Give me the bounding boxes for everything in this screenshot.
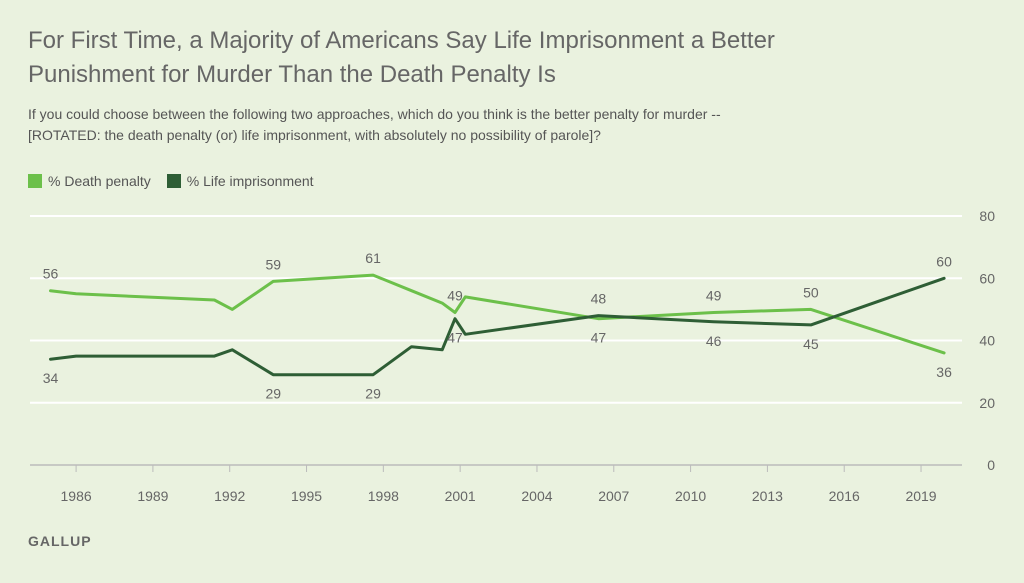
x-tick-label: 1989	[137, 488, 168, 504]
data-label-life-imprisonment: 29	[365, 386, 381, 402]
grid-layer: 0 20 40 60 80	[30, 208, 995, 473]
series-lines	[49, 273, 946, 377]
x-tick-label: 1992	[214, 488, 245, 504]
x-tick-label: 2016	[829, 488, 860, 504]
data-label-death-penalty: 56	[43, 266, 59, 282]
series-line-death-penalty	[49, 273, 946, 355]
data-labels: 56 59 61 49 47 49 50 36 34 29 29 47 48 46 45 60	[43, 250, 952, 402]
data-label-life-imprisonment: 29	[265, 386, 281, 402]
data-label-life-imprisonment: 34	[43, 370, 59, 386]
data-label-life-imprisonment: 46	[706, 333, 722, 349]
data-label-death-penalty: 49	[447, 287, 463, 303]
data-label-death-penalty: 59	[265, 256, 281, 272]
y-tick-label: 60	[979, 270, 995, 286]
legend-item-death-penalty: % Death penalty	[28, 173, 151, 189]
y-tick-label: 20	[979, 395, 995, 411]
y-tick-label: 80	[979, 208, 995, 224]
data-label-death-penalty: 61	[365, 250, 381, 266]
chart-subtitle: If you could choose between the followin…	[28, 106, 721, 143]
data-label-death-penalty: 47	[591, 330, 607, 346]
x-tick-label: 1995	[291, 488, 322, 504]
data-label-life-imprisonment: 60	[936, 253, 952, 269]
data-label-life-imprisonment: 45	[803, 336, 819, 352]
x-tick-label: 1998	[368, 488, 399, 504]
data-label-death-penalty: 49	[706, 287, 722, 303]
x-tick-label: 2007	[598, 488, 629, 504]
data-label-life-imprisonment: 47	[447, 330, 463, 346]
legend-swatch-death-penalty	[28, 174, 42, 188]
x-tick-label: 2001	[445, 488, 476, 504]
x-axis: 1986 1989 1992 1995 1998 2001 2004 2007 2010 2013…	[61, 465, 937, 504]
data-label-death-penalty: 50	[803, 284, 819, 300]
x-tick-label: 2013	[752, 488, 783, 504]
y-tick-label: 40	[979, 333, 995, 349]
legend-swatch-life-imprisonment	[166, 174, 181, 188]
x-tick-label: 1986	[61, 488, 92, 504]
data-label-life-imprisonment: 48	[591, 291, 607, 307]
data-label-death-penalty: 36	[936, 364, 952, 380]
y-tick-label: 0	[987, 457, 995, 473]
x-tick-label: 2019	[905, 488, 936, 504]
x-tick-label: 2004	[521, 488, 552, 504]
x-tick-label: 2010	[675, 488, 706, 504]
legend-label-death-penalty: % Death penalty	[48, 173, 151, 189]
legend-item-life-imprisonment: % Life imprisonment	[166, 173, 314, 189]
legend-label-life-imprisonment: % Life imprisonment	[186, 173, 314, 189]
chart-legend: % Death penalty % Life imprisonment	[28, 173, 314, 189]
series-line-life-imprisonment	[49, 276, 946, 377]
source-label: GALLUP	[28, 533, 92, 549]
chart-title: For First Time, a Majority of Americans …	[28, 27, 775, 88]
